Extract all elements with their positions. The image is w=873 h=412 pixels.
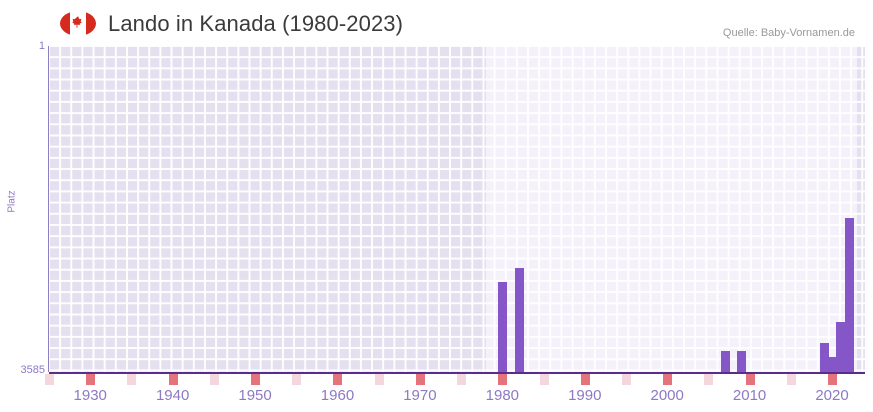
x-tick-minor	[786, 374, 796, 385]
x-tick-minor	[209, 374, 219, 385]
bar	[828, 357, 838, 372]
x-axis-tick-label: 1950	[238, 387, 272, 404]
x-axis-tick-label: 1930	[73, 387, 107, 404]
y-axis-top-label: 1	[38, 40, 45, 52]
bar	[844, 217, 854, 372]
page-title: Lando in Kanada (1980-2023)	[108, 11, 404, 36]
x-axis-tick-label: 1940	[155, 387, 190, 404]
bar	[836, 322, 846, 372]
bar	[737, 350, 747, 372]
bar	[720, 350, 730, 372]
plot-area	[49, 46, 865, 372]
x-axis-tick-label: 1970	[403, 387, 437, 404]
x-tick-major	[415, 374, 425, 385]
x-tick-major	[745, 374, 755, 385]
bar-series	[49, 46, 865, 372]
x-axis-tick-label: 1960	[320, 387, 355, 404]
x-tick-minor	[374, 374, 384, 385]
canada-flag-icon	[60, 11, 96, 36]
x-tick-minor	[45, 374, 54, 385]
y-axis-labels: 1 3585 Platz	[0, 0, 46, 412]
x-tick-major	[251, 374, 261, 385]
x-tick-minor	[539, 374, 549, 385]
x-tick-minor	[292, 374, 302, 385]
x-tick-minor	[457, 374, 467, 385]
x-tick-major	[168, 374, 178, 385]
x-axis-tick-label: 1980	[485, 387, 520, 404]
x-axis-tick-label: 2020	[815, 387, 849, 404]
x-axis-tick-label: 1990	[568, 387, 602, 404]
x-axis-tick-strip	[45, 374, 865, 385]
x-tick-minor	[704, 374, 714, 385]
y-axis-line	[48, 46, 49, 372]
x-axis-tick-label: 2000	[650, 387, 684, 404]
x-tick-major	[86, 374, 96, 385]
x-tick-major	[333, 374, 343, 385]
x-axis-line	[49, 372, 865, 374]
chart-header: Lando in Kanada (1980-2023) Quelle: Baby…	[0, 0, 873, 46]
x-tick-major	[498, 374, 508, 385]
bar	[514, 267, 524, 372]
x-axis-tick-label: 2010	[732, 387, 767, 404]
x-tick-minor	[127, 374, 137, 385]
y-axis-title: Platz	[6, 190, 18, 213]
bar	[819, 343, 829, 372]
bar	[498, 282, 508, 372]
x-tick-major	[663, 374, 673, 385]
source-attribution: Quelle: Baby-Vornamen.de	[722, 27, 855, 39]
x-tick-major	[828, 374, 838, 385]
y-axis-bottom-label: 3585	[20, 364, 45, 376]
x-tick-minor	[621, 374, 631, 385]
x-tick-major	[580, 374, 590, 385]
